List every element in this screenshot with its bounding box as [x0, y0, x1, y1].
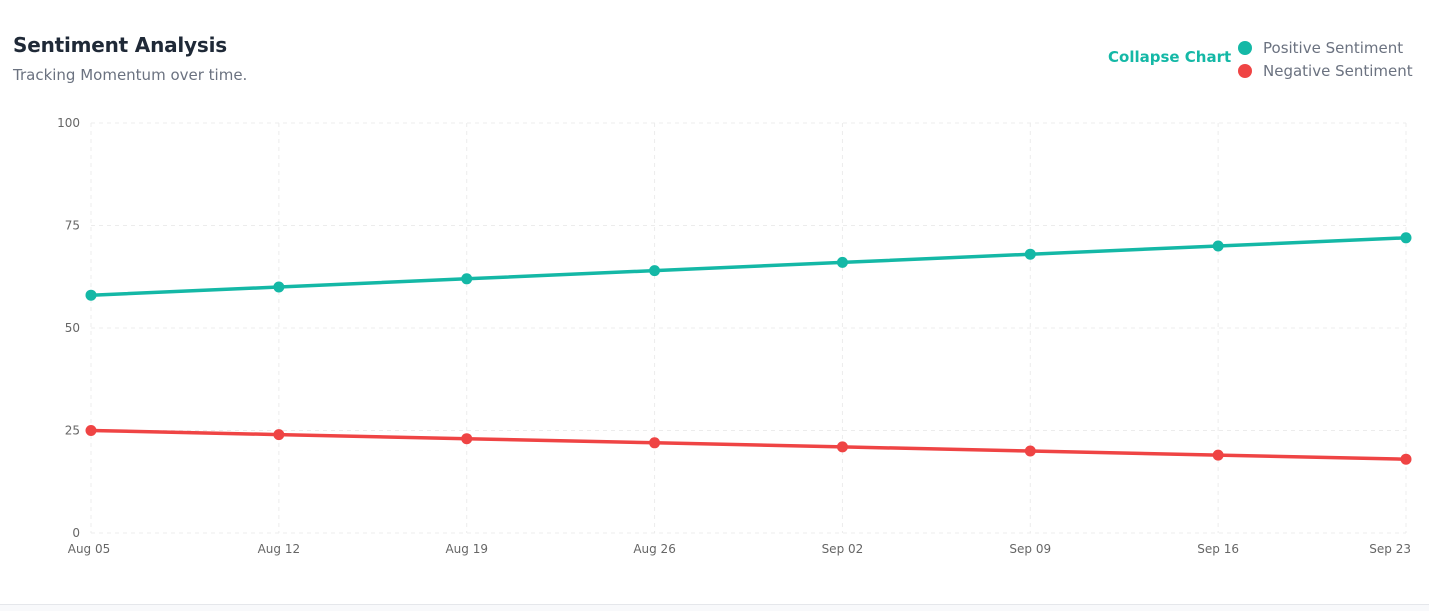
- negative-sentiment-line: [89, 428, 1408, 461]
- data-point[interactable]: [461, 273, 473, 285]
- data-point[interactable]: [649, 437, 661, 449]
- data-point[interactable]: [836, 441, 848, 453]
- data-point[interactable]: [1024, 248, 1036, 260]
- data-point[interactable]: [273, 281, 285, 293]
- data-point[interactable]: [85, 289, 97, 301]
- y-tick-label: 100: [57, 116, 80, 130]
- data-point[interactable]: [1400, 232, 1412, 244]
- positive-sentiment-line: [89, 236, 1408, 297]
- y-tick-label: 75: [65, 219, 80, 233]
- x-tick-label: Sep 16: [1197, 542, 1239, 556]
- data-point[interactable]: [273, 429, 285, 441]
- footer-strip: [0, 605, 1429, 611]
- chart-legend: Positive Sentiment Negative Sentiment: [1238, 36, 1413, 82]
- x-tick-label: Sep 23: [1369, 542, 1411, 556]
- x-tick-label: Aug 12: [258, 542, 301, 556]
- data-point[interactable]: [649, 265, 661, 277]
- data-point[interactable]: [1400, 453, 1412, 465]
- legend-item-positive[interactable]: Positive Sentiment: [1238, 36, 1413, 59]
- data-point[interactable]: [461, 433, 473, 445]
- data-point[interactable]: [85, 425, 97, 436]
- x-tick-label: Aug 26: [633, 542, 676, 556]
- y-tick-label: 50: [65, 321, 80, 335]
- y-tick-label: 0: [72, 526, 80, 540]
- x-tick-label: Sep 09: [1009, 542, 1051, 556]
- data-point[interactable]: [836, 256, 848, 268]
- chart-title: Sentiment Analysis: [13, 33, 227, 57]
- legend-item-negative[interactable]: Negative Sentiment: [1238, 59, 1413, 82]
- data-point[interactable]: [1212, 240, 1224, 252]
- x-tick-label: Aug 19: [445, 542, 488, 556]
- data-point[interactable]: [1212, 449, 1224, 461]
- data-point[interactable]: [1024, 445, 1036, 457]
- legend-dot-icon: [1238, 63, 1252, 78]
- collapse-chart-button[interactable]: Collapse Chart: [1108, 48, 1232, 66]
- legend-label: Negative Sentiment: [1263, 61, 1413, 80]
- x-tick-label: Sep 02: [822, 542, 864, 556]
- legend-label: Positive Sentiment: [1263, 38, 1404, 57]
- legend-dot-icon: [1238, 40, 1252, 55]
- chart-subtitle: Tracking Momentum over time.: [13, 66, 248, 84]
- x-tick-label: Aug 05: [68, 542, 111, 556]
- y-tick-label: 25: [65, 424, 80, 438]
